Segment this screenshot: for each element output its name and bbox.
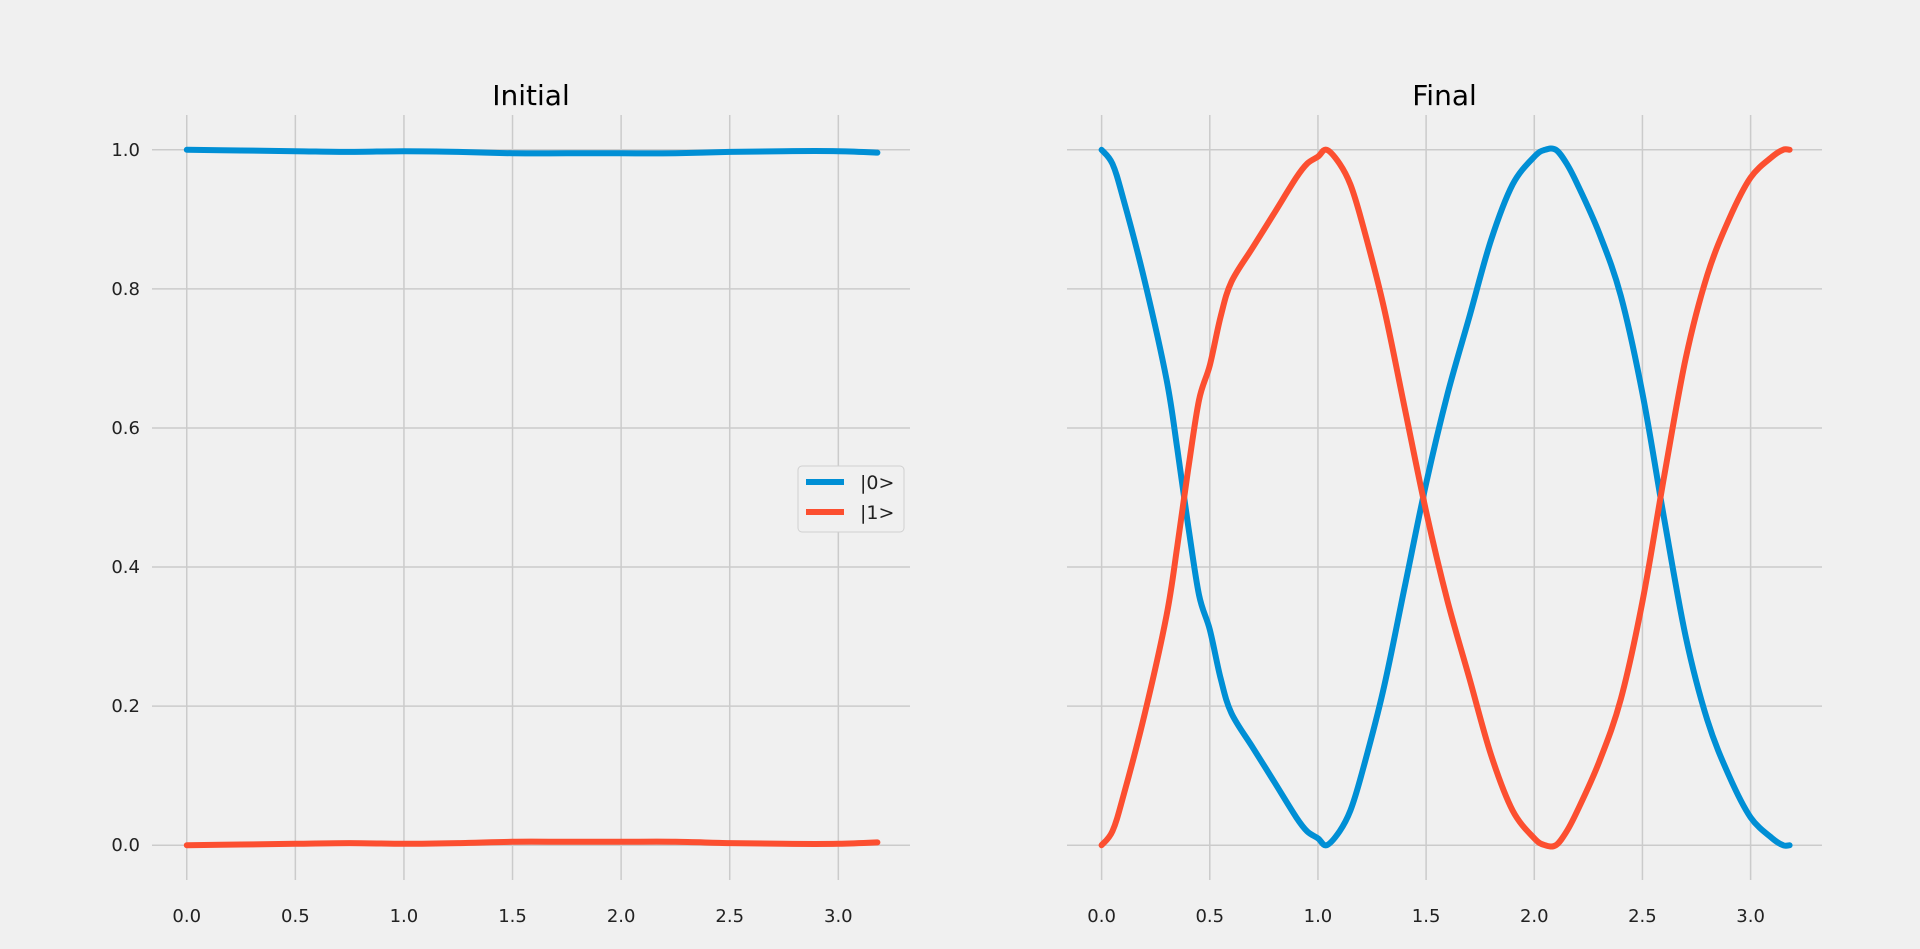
legend-label: |0>: [860, 472, 894, 494]
x-tick-label: 0.0: [1087, 906, 1116, 927]
series-line-state-0: [183, 146, 881, 157]
x-tick-label: 1.0: [390, 906, 419, 927]
x-tick-label: 2.0: [1520, 906, 1549, 927]
series-line-state-1: [183, 838, 881, 849]
y-tick-label: 0.0: [111, 835, 140, 856]
y-tick-label: 0.8: [111, 279, 140, 300]
x-tick-label: 1.5: [498, 906, 527, 927]
initial-panel: 0.0 0.5 1.0 1.5 2.0 2.5 3.0 0.0 0.2 0.4 0.6 0.8 1.0 I…: [111, 79, 910, 927]
x-tick-label: 0.5: [281, 906, 310, 927]
y-tick-label: 1.0: [111, 140, 140, 161]
x-tick-label: 1.5: [1412, 906, 1441, 927]
x-tick-label: 2.0: [607, 906, 636, 927]
x-tick-label: 2.5: [715, 906, 744, 927]
legend-label: |1>: [860, 502, 894, 524]
legend: |0>|1>: [797, 465, 905, 533]
series-line-state-1: [1098, 146, 1793, 850]
x-tick-label: 0.0: [172, 906, 201, 927]
y-tick-label: 0.6: [111, 418, 140, 439]
series-line-state-0: [1098, 145, 1793, 849]
x-tick-label: 3.0: [824, 906, 853, 927]
x-tick-label: 2.5: [1628, 906, 1657, 927]
y-tick-label: 0.2: [111, 696, 140, 717]
final-panel: 0.0 0.5 1.0 1.5 2.0 2.5 3.0 Final: [1067, 79, 1822, 927]
x-tick-label: 1.0: [1304, 906, 1333, 927]
chart-title: Final: [1412, 79, 1477, 112]
chart-title: Initial: [492, 79, 569, 112]
y-tick-label: 0.4: [111, 557, 140, 578]
x-tick-label: 0.5: [1195, 906, 1224, 927]
x-tick-label: 3.0: [1736, 906, 1765, 927]
